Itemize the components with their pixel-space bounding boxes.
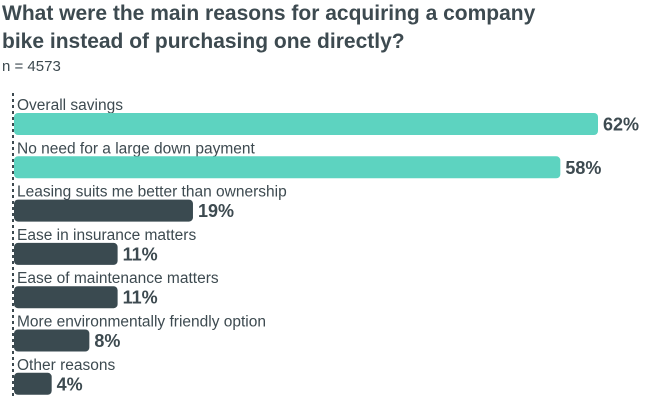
bar: [14, 113, 598, 135]
value-label: 11%: [123, 244, 158, 264]
value-label: 4%: [57, 374, 83, 394]
bar: [14, 242, 118, 265]
category-label: Other reasons: [17, 357, 115, 374]
category-label: More environmentally friendly option: [17, 314, 266, 331]
bar: [14, 372, 52, 395]
chart-title: What were the main reasons for acquiring…: [2, 2, 536, 53]
bar: [14, 286, 118, 309]
category-label: No need for a large down payment: [17, 140, 256, 157]
category-label: Leasing suits me better than ownership: [17, 184, 287, 201]
value-label: 11%: [123, 288, 158, 308]
category-label: Overall savings: [17, 97, 123, 114]
value-label: 19%: [198, 201, 234, 221]
value-label: 8%: [94, 331, 120, 351]
category-label: Ease of maintenance matters: [17, 270, 219, 287]
bar: [14, 329, 90, 352]
chart-subtitle: n = 4573: [2, 58, 61, 75]
value-label: 58%: [565, 158, 601, 178]
bar: [14, 199, 193, 222]
bar: [14, 156, 561, 179]
value-label: 62%: [603, 115, 639, 135]
category-label: Ease in insurance matters: [17, 227, 196, 244]
